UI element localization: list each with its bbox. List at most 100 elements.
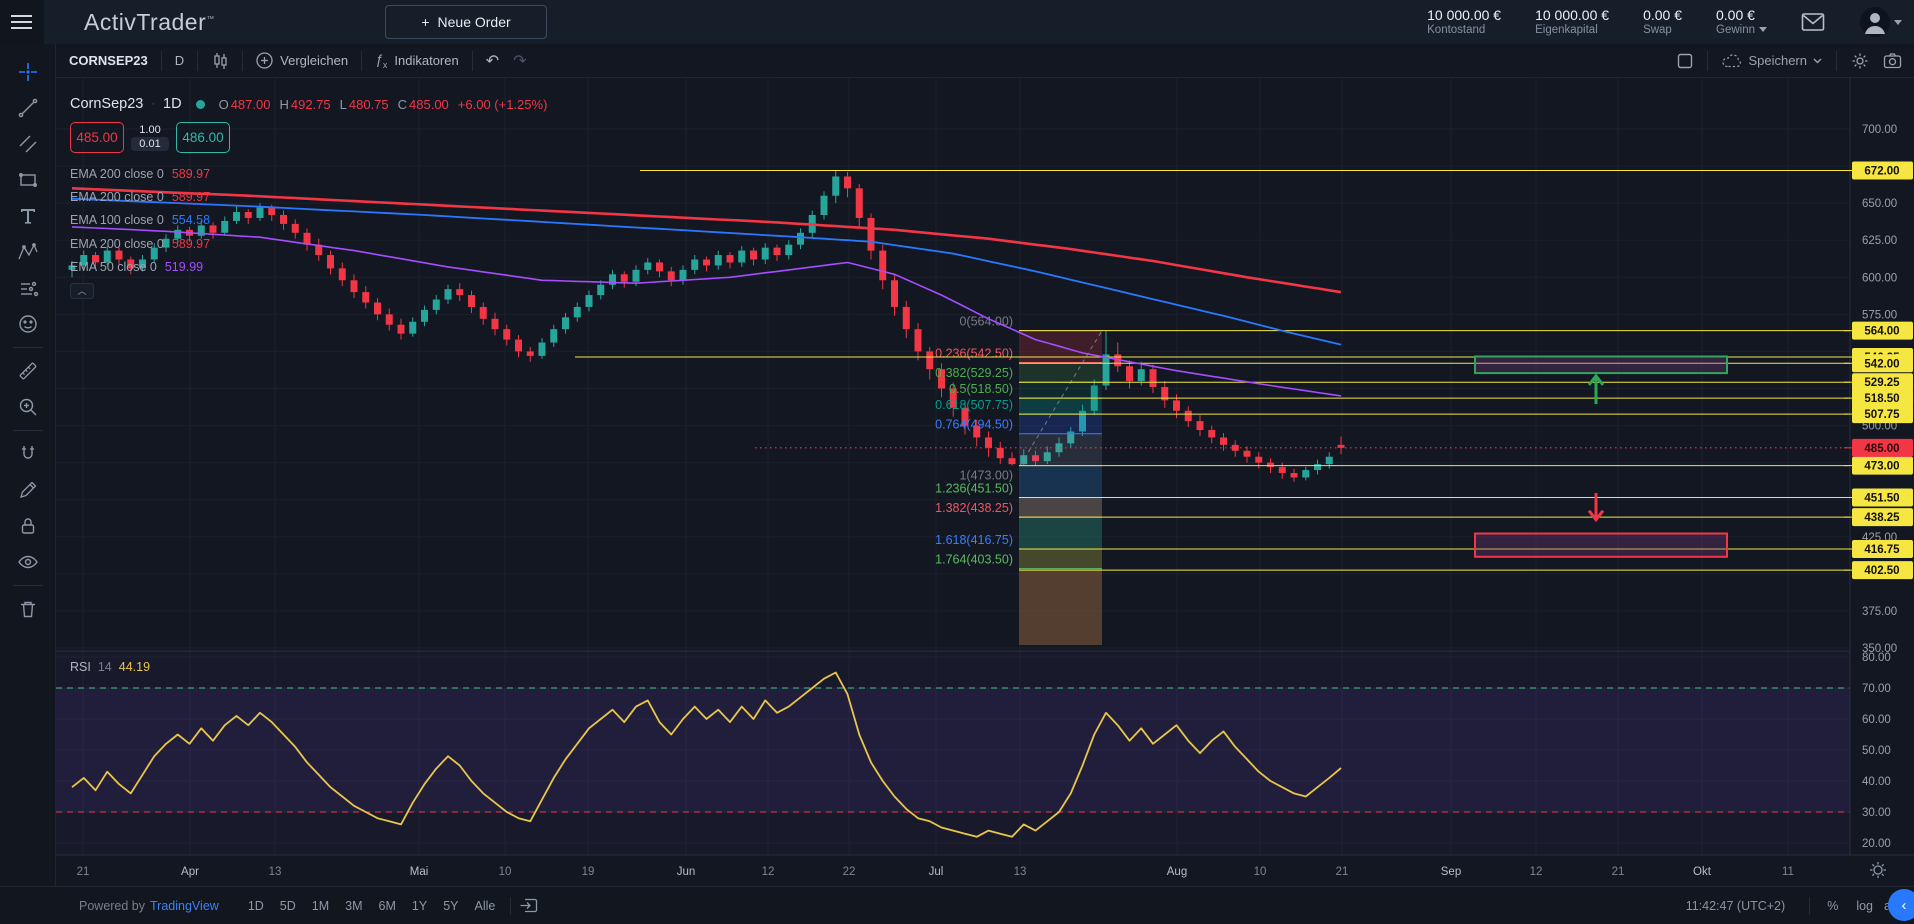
rsi-indicator [56,671,1850,838]
eye-tool[interactable] [9,544,47,580]
indicators-button[interactable]: ƒx Indikatoren [375,51,459,70]
account-metric-kontostand: 10 000.00 € Kontostand [1427,6,1502,36]
svg-text:1(473.00): 1(473.00) [959,469,1013,483]
save-layout-button[interactable]: Speichern [1722,53,1822,68]
rsi-line [71,671,1342,838]
screenshot-icon[interactable] [1883,52,1902,69]
indicator-row-0[interactable]: EMA 200 close 0 589.97 [70,166,211,181]
go-to-date-icon[interactable] [519,897,538,914]
svg-text:Jul: Jul [929,866,944,878]
price-axis: 700.00650.00625.00600.00575.00500.00425.… [1849,78,1914,886]
symbol-button[interactable]: CORNSEP23 [69,53,148,68]
svg-text:13: 13 [269,866,282,878]
price-level-label: 518.50 [1844,389,1913,408]
bottom-bar: Powered by TradingView 1D 5D 1M 3M 6M 1Y 5Y All… [0,886,1914,924]
svg-text:402.50: 402.50 [1864,565,1899,577]
text-tool[interactable] [9,198,47,234]
svg-text:21: 21 [1336,866,1349,878]
menu-icon[interactable] [0,0,44,44]
buy-price-button[interactable]: 486.00 [176,122,230,153]
lock-tool[interactable] [9,508,47,544]
indicator-row-3[interactable]: EMA 200 close 0 589.97 [70,236,211,251]
user-avatar[interactable] [1859,6,1902,38]
drawing-toolbar [0,44,56,886]
tradingview-link[interactable]: TradingView [150,898,219,913]
change-value: +6.00 (+1.25%) [457,96,548,112]
svg-text:40.00: 40.00 [1862,776,1891,788]
range-button-6M[interactable]: 6M [372,895,403,917]
rectangle-tool[interactable] [9,162,47,198]
time-axis-settings-icon[interactable] [1870,862,1886,878]
new-order-button[interactable]: + Neue Order [385,5,547,39]
svg-text:485.00: 485.00 [1864,443,1899,455]
svg-text:575.00: 575.00 [1862,309,1897,321]
chart-legend: CornSep23 · 1D O 487.00 H 492.75 L 480.75 C 485… [70,96,547,299]
plus-circle-icon [256,52,273,69]
mail-icon[interactable] [1801,12,1825,32]
collapse-indicators-button[interactable]: ︿ [70,282,94,299]
svg-text:Aug: Aug [1167,866,1187,878]
draw-tool[interactable] [9,472,47,508]
magnet-tool[interactable] [9,436,47,472]
log-scale-button[interactable]: log [1847,895,1882,917]
svg-text:416.75: 416.75 [1864,544,1900,556]
svg-text:1.382(438.25): 1.382(438.25) [935,501,1013,515]
svg-text:50.00: 50.00 [1862,745,1891,757]
svg-text:529.25: 529.25 [1864,377,1900,389]
indicator-row-4[interactable]: EMA 50 close 0 519.99 [70,260,204,275]
redo-icon[interactable]: ↷ [513,52,527,70]
rsi-legend[interactable]: RSI 14 44.19 [70,660,151,674]
plus-icon: + [421,14,430,30]
trash-tool[interactable] [9,591,47,627]
percent-scale-button[interactable]: % [1818,895,1847,917]
range-button-1D[interactable]: 1D [241,895,271,917]
chart-style-button[interactable] [198,44,242,77]
tick-size: 0.01 [131,137,169,151]
zoom-in-tool[interactable] [9,389,47,425]
chevron-down-icon [1813,58,1822,63]
indicator-row-1[interactable]: EMA 200 close 0 589.97 [70,190,211,205]
ruler-tool[interactable] [9,353,47,389]
svg-text:350.00: 350.00 [1862,643,1897,655]
forecast-tool[interactable] [9,270,47,306]
range-button-1M[interactable]: 1M [305,895,336,917]
range-button-5Y[interactable]: 5Y [436,895,465,917]
crosshair-tool[interactable] [9,54,47,90]
xabcd-pattern-tool[interactable] [9,234,47,270]
undo-icon[interactable]: ↶ [485,52,500,70]
price-level-label: 564.00 [1844,321,1913,340]
buy-arrow [1587,373,1605,405]
cloud-icon [1722,54,1742,68]
ohlc-values: O 487.00 H 492.75 L 480.75 C 485.00 +6.00 (+1.25… [218,96,548,112]
svg-text:Apr: Apr [181,866,199,878]
svg-text:0.236(542.50): 0.236(542.50) [935,347,1013,361]
legend-symbol[interactable]: CornSep23 [70,96,144,112]
chart-settings-icon[interactable] [1851,52,1869,70]
svg-text:1.236(451.50): 1.236(451.50) [935,481,1013,495]
sell-price-button[interactable]: 485.00 [70,122,124,153]
indicator-row-2[interactable]: EMA 100 close 0 554.58 [70,213,211,228]
multichart-layout-button[interactable] [1677,53,1693,69]
price-level-label: 672.00 [1844,161,1913,180]
interval-button[interactable]: D [174,53,185,68]
range-button-1Y[interactable]: 1Y [405,895,434,917]
svg-text:13: 13 [1014,866,1027,878]
range-button-Alle[interactable]: Alle [468,895,503,917]
account-metric-gewinn[interactable]: 0.00 € Gewinn [1716,7,1767,37]
svg-text:0(564.00): 0(564.00) [959,315,1013,329]
range-button-5D[interactable]: 5D [273,895,303,917]
range-button-3M[interactable]: 3M [338,895,369,917]
svg-text:Sep: Sep [1441,866,1461,878]
collapse-panel-fab[interactable]: ‹ [1888,889,1914,921]
quote-panel: 485.00 1.00 0.01 486.00 [70,122,547,153]
short-zone-box [1474,532,1728,558]
trend-line-tool[interactable] [9,90,47,126]
indicator-legend: EMA 200 close 0 589.97 EMA 200 close 0 589.… [70,162,547,279]
legend-interval[interactable]: 1D [163,96,182,112]
emoji-tool[interactable] [9,306,47,342]
horizontal-level-lines [575,170,1850,571]
compare-button[interactable]: Vergleichen [243,44,361,77]
parallel-channel-tool[interactable] [9,126,47,162]
